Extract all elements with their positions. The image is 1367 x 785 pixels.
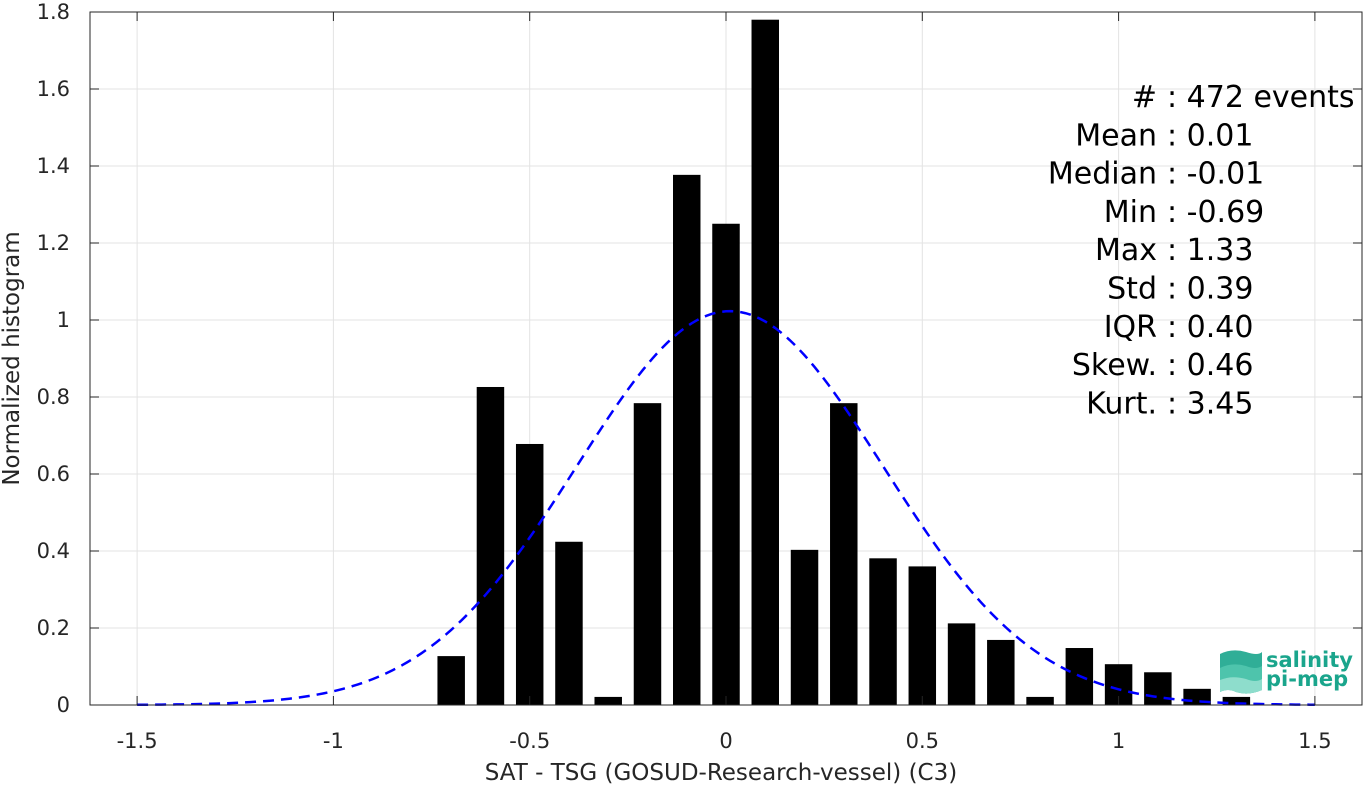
x-tick-label: 0.5 — [906, 729, 939, 753]
stats-line: Skew.: 0.46 — [1072, 348, 1254, 383]
x-tick-label: 0 — [719, 729, 732, 753]
y-tick-label: 1.4 — [37, 154, 70, 178]
histogram-bar — [751, 19, 779, 705]
histogram-bar — [673, 174, 701, 706]
logo-text-salinity: salinity — [1266, 648, 1353, 672]
histogram-bar — [908, 566, 937, 705]
histogram-bar — [712, 223, 740, 705]
histogram-bar — [830, 403, 858, 705]
histogram-bar — [476, 386, 505, 705]
normal-fit-layer — [137, 309, 1315, 707]
histogram-bar — [1026, 696, 1054, 705]
bars — [437, 19, 1251, 706]
y-tick-label: 0.6 — [37, 462, 70, 486]
x-tick-label: -0.5 — [509, 729, 550, 753]
salinity-pi-mep-logo: salinity pi-mep — [1220, 648, 1353, 694]
y-tick-label: 1.2 — [37, 231, 70, 255]
stats-line: Kurt.: 3.45 — [1086, 386, 1253, 421]
stats-line: IQR: 0.40 — [1104, 310, 1254, 345]
x-tick-label: 1.5 — [1298, 729, 1331, 753]
histogram-bar — [790, 549, 819, 705]
stats-line: Std: 0.39 — [1107, 272, 1253, 307]
histogram-bar — [1222, 696, 1251, 705]
y-tick-label: 1.8 — [37, 0, 70, 24]
y-tick-label: 0 — [57, 693, 70, 717]
x-tick-label: -1.5 — [117, 729, 158, 753]
x-tick-label: -1 — [323, 729, 344, 753]
histogram-bar — [947, 623, 976, 705]
stats-line: #: 472 events — [1132, 80, 1355, 115]
stats-line: Median: -0.01 — [1048, 157, 1264, 192]
y-tick-label: 0.4 — [37, 539, 70, 563]
histogram-bar — [869, 558, 897, 705]
stats-line: Min: -0.69 — [1104, 195, 1265, 230]
tick-labels: -1.5 -1 -0.5 0 0.5 1 1.5 0 0.2 0.4 0.6 0.8 1 1.2 1.4 1.… — [37, 0, 1332, 753]
histogram-bar — [1144, 672, 1172, 705]
wave-logo-icon — [1220, 650, 1262, 694]
logo-text-pi-mep: pi-mep — [1266, 667, 1348, 691]
x-axis-title: SAT - TSG (GOSUD-Research-vessel) (C3) — [485, 760, 957, 785]
y-tick-label: 1 — [57, 308, 70, 332]
y-tick-label: 0.8 — [37, 385, 70, 409]
y-axis-title: Normalized histogram — [0, 231, 25, 485]
histogram-bar — [987, 639, 1015, 705]
y-tick-label: 1.6 — [37, 77, 70, 101]
histogram-bar — [515, 443, 544, 705]
x-tick-label: 1 — [1112, 729, 1125, 753]
axes — [89, 11, 1363, 706]
histogram-bar — [633, 403, 662, 705]
stats-line: Max: 1.33 — [1095, 233, 1253, 268]
histogram-bar — [594, 696, 622, 705]
y-tick-label: 0.2 — [37, 616, 70, 640]
stats-line: Mean: 0.01 — [1075, 118, 1253, 153]
normal-fit-curve — [137, 309, 1315, 707]
histogram-bar — [555, 541, 583, 705]
histogram-bar — [437, 656, 465, 705]
